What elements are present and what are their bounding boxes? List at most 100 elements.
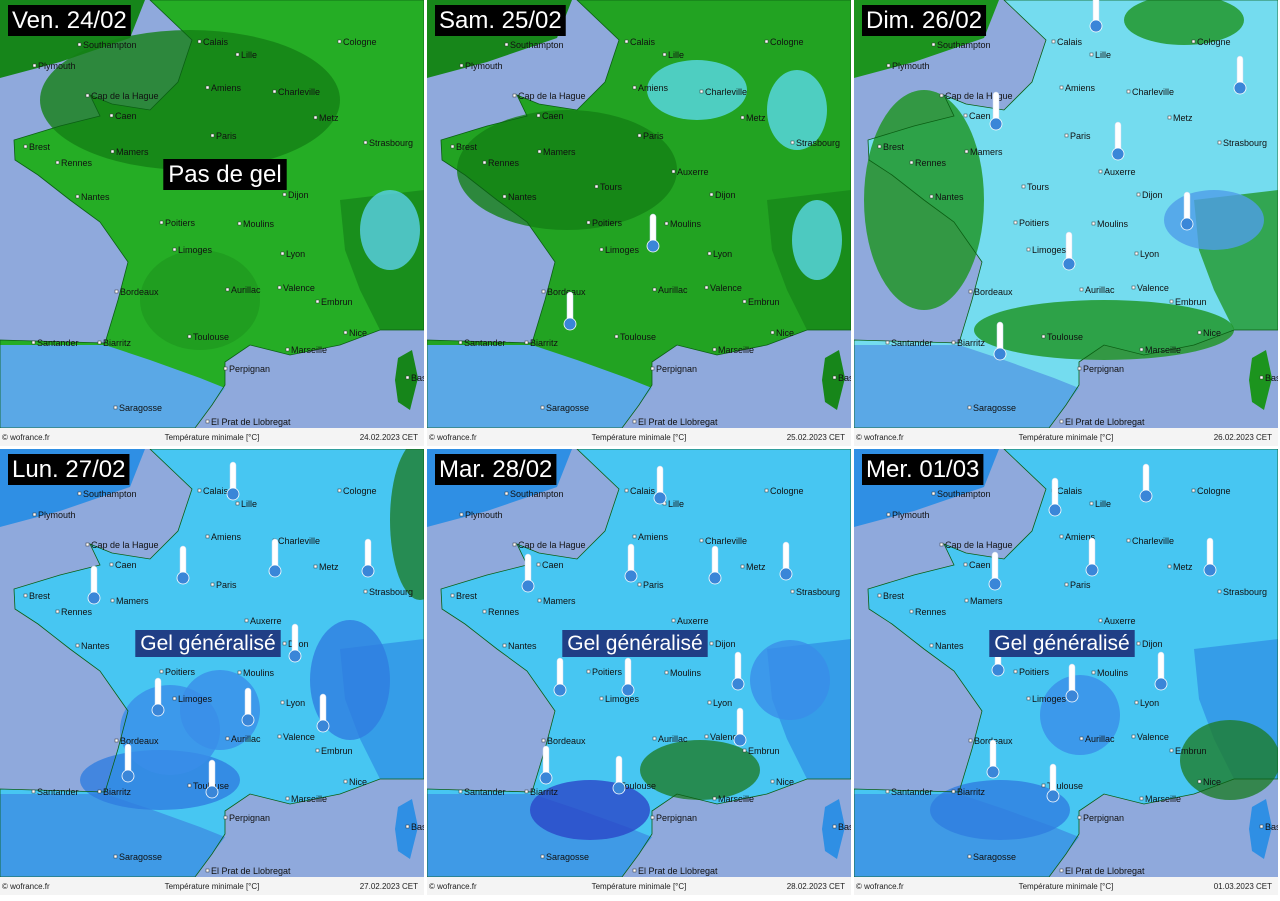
city-dot xyxy=(187,334,192,339)
weather-zone xyxy=(140,250,260,350)
city-label: Plymouth xyxy=(465,61,503,71)
city-label: Caen xyxy=(115,560,137,570)
footer-legend: Température minimale [°C] xyxy=(1019,433,1114,442)
city-label: Cologne xyxy=(343,37,377,47)
city-dot xyxy=(205,868,210,873)
city-dot xyxy=(1134,700,1139,705)
city-label: Biarritz xyxy=(530,787,559,797)
city-label: Plymouth xyxy=(892,61,930,71)
city-label: Nantes xyxy=(935,641,964,651)
city-dot xyxy=(963,113,968,118)
city-label: Plymouth xyxy=(38,510,76,520)
thermometer xyxy=(646,213,660,253)
city-label: Paris xyxy=(643,131,664,141)
city-dot xyxy=(277,285,282,290)
city-dot xyxy=(1077,366,1082,371)
annotation-text: Gel généralisé xyxy=(994,632,1129,655)
thermometer-stem xyxy=(542,745,550,777)
city-label: Marseille xyxy=(1145,794,1181,804)
date-text: Mer. 01/03 xyxy=(866,456,979,483)
corsica xyxy=(395,350,418,410)
thermometer-bulb xyxy=(1203,563,1217,577)
map-panel: Southampton Plymouth Calais Lille Cologne Ami… xyxy=(0,449,424,895)
city-dot xyxy=(967,854,972,859)
date-text: Mar. 28/02 xyxy=(439,456,552,483)
city-label: Plymouth xyxy=(465,510,503,520)
annotation-box xyxy=(989,630,1135,657)
weather-zone xyxy=(792,200,842,280)
city-dot xyxy=(1059,419,1064,424)
city-dot xyxy=(210,133,215,138)
city-dot xyxy=(968,738,973,743)
thermometer xyxy=(176,545,190,585)
city-dot xyxy=(109,113,114,118)
footer-date: 01.03.2023 CET xyxy=(1214,882,1272,891)
weather-zone xyxy=(530,780,650,840)
city-dot xyxy=(282,192,287,197)
city-dot xyxy=(929,643,934,648)
city-label: Lyon xyxy=(1140,698,1159,708)
city-dot xyxy=(109,562,114,567)
annotation-box xyxy=(163,159,287,190)
city-dot xyxy=(1013,669,1018,674)
city-dot xyxy=(363,140,368,145)
city-dot xyxy=(280,251,285,256)
city-label: Nantes xyxy=(81,641,110,651)
city-dot xyxy=(512,542,517,547)
thermometer-stem xyxy=(624,657,632,689)
city-label: Southampton xyxy=(937,489,991,499)
city-label: Poitiers xyxy=(1019,667,1050,677)
city-dot xyxy=(964,149,969,154)
city-dot xyxy=(704,285,709,290)
city-dot xyxy=(363,589,368,594)
city-label: Caen xyxy=(542,560,564,570)
thermometer xyxy=(779,541,793,581)
city-label: Lyon xyxy=(286,698,305,708)
thermometer-bulb xyxy=(121,769,135,783)
city-label: Aurillac xyxy=(658,285,688,295)
map-area: Southampton Plymouth Calais Lille Cologne Ami… xyxy=(0,449,424,877)
city-label: Brest xyxy=(883,142,905,152)
city-label: Cologne xyxy=(343,486,377,496)
city-dot xyxy=(197,488,202,493)
thermometer xyxy=(708,545,722,585)
map-area: Southampton Plymouth Calais Lille Cologne Ami… xyxy=(427,0,851,428)
city-label: Nice xyxy=(776,777,794,787)
city-label: Perpignan xyxy=(229,813,270,823)
city-dot xyxy=(244,618,249,623)
thermometer xyxy=(87,565,101,605)
city-dot xyxy=(1021,184,1026,189)
thermometer-stem xyxy=(1157,651,1165,683)
city-label: Marseille xyxy=(291,794,327,804)
city-label: Bordeaux xyxy=(547,736,586,746)
spain-land xyxy=(0,794,225,877)
city-label: Caen xyxy=(115,111,137,121)
city-dot xyxy=(632,85,637,90)
thermometer-bulb xyxy=(624,569,638,583)
city-label: Cap de la Hague xyxy=(945,91,1013,101)
city-label: Limoges xyxy=(1032,694,1067,704)
city-dot xyxy=(502,643,507,648)
city-label: Nantes xyxy=(508,641,537,651)
city-label: Auxerre xyxy=(677,616,709,626)
city-dot xyxy=(939,93,944,98)
city-label: Toulouse xyxy=(1047,781,1083,791)
thermometer-stem xyxy=(1114,121,1122,153)
city-label: Caen xyxy=(969,560,991,570)
city-label: Marseille xyxy=(1145,345,1181,355)
city-label: Amiens xyxy=(638,83,669,93)
thermometer xyxy=(989,91,1003,131)
thermometer-bulb xyxy=(241,713,255,727)
city-dot xyxy=(707,700,712,705)
date-label: Ven. 24/02 xyxy=(8,5,131,36)
city-dot xyxy=(540,854,545,859)
city-dot xyxy=(885,340,890,345)
city-label: Toulouse xyxy=(620,332,656,342)
city-label: Paris xyxy=(1070,131,1091,141)
city-label: Nantes xyxy=(81,192,110,202)
city-label: Amiens xyxy=(211,532,242,542)
city-dot xyxy=(502,194,507,199)
thermometer-stem xyxy=(1088,537,1096,569)
city-label: Moulins xyxy=(243,219,275,229)
spain-land xyxy=(854,345,1079,428)
